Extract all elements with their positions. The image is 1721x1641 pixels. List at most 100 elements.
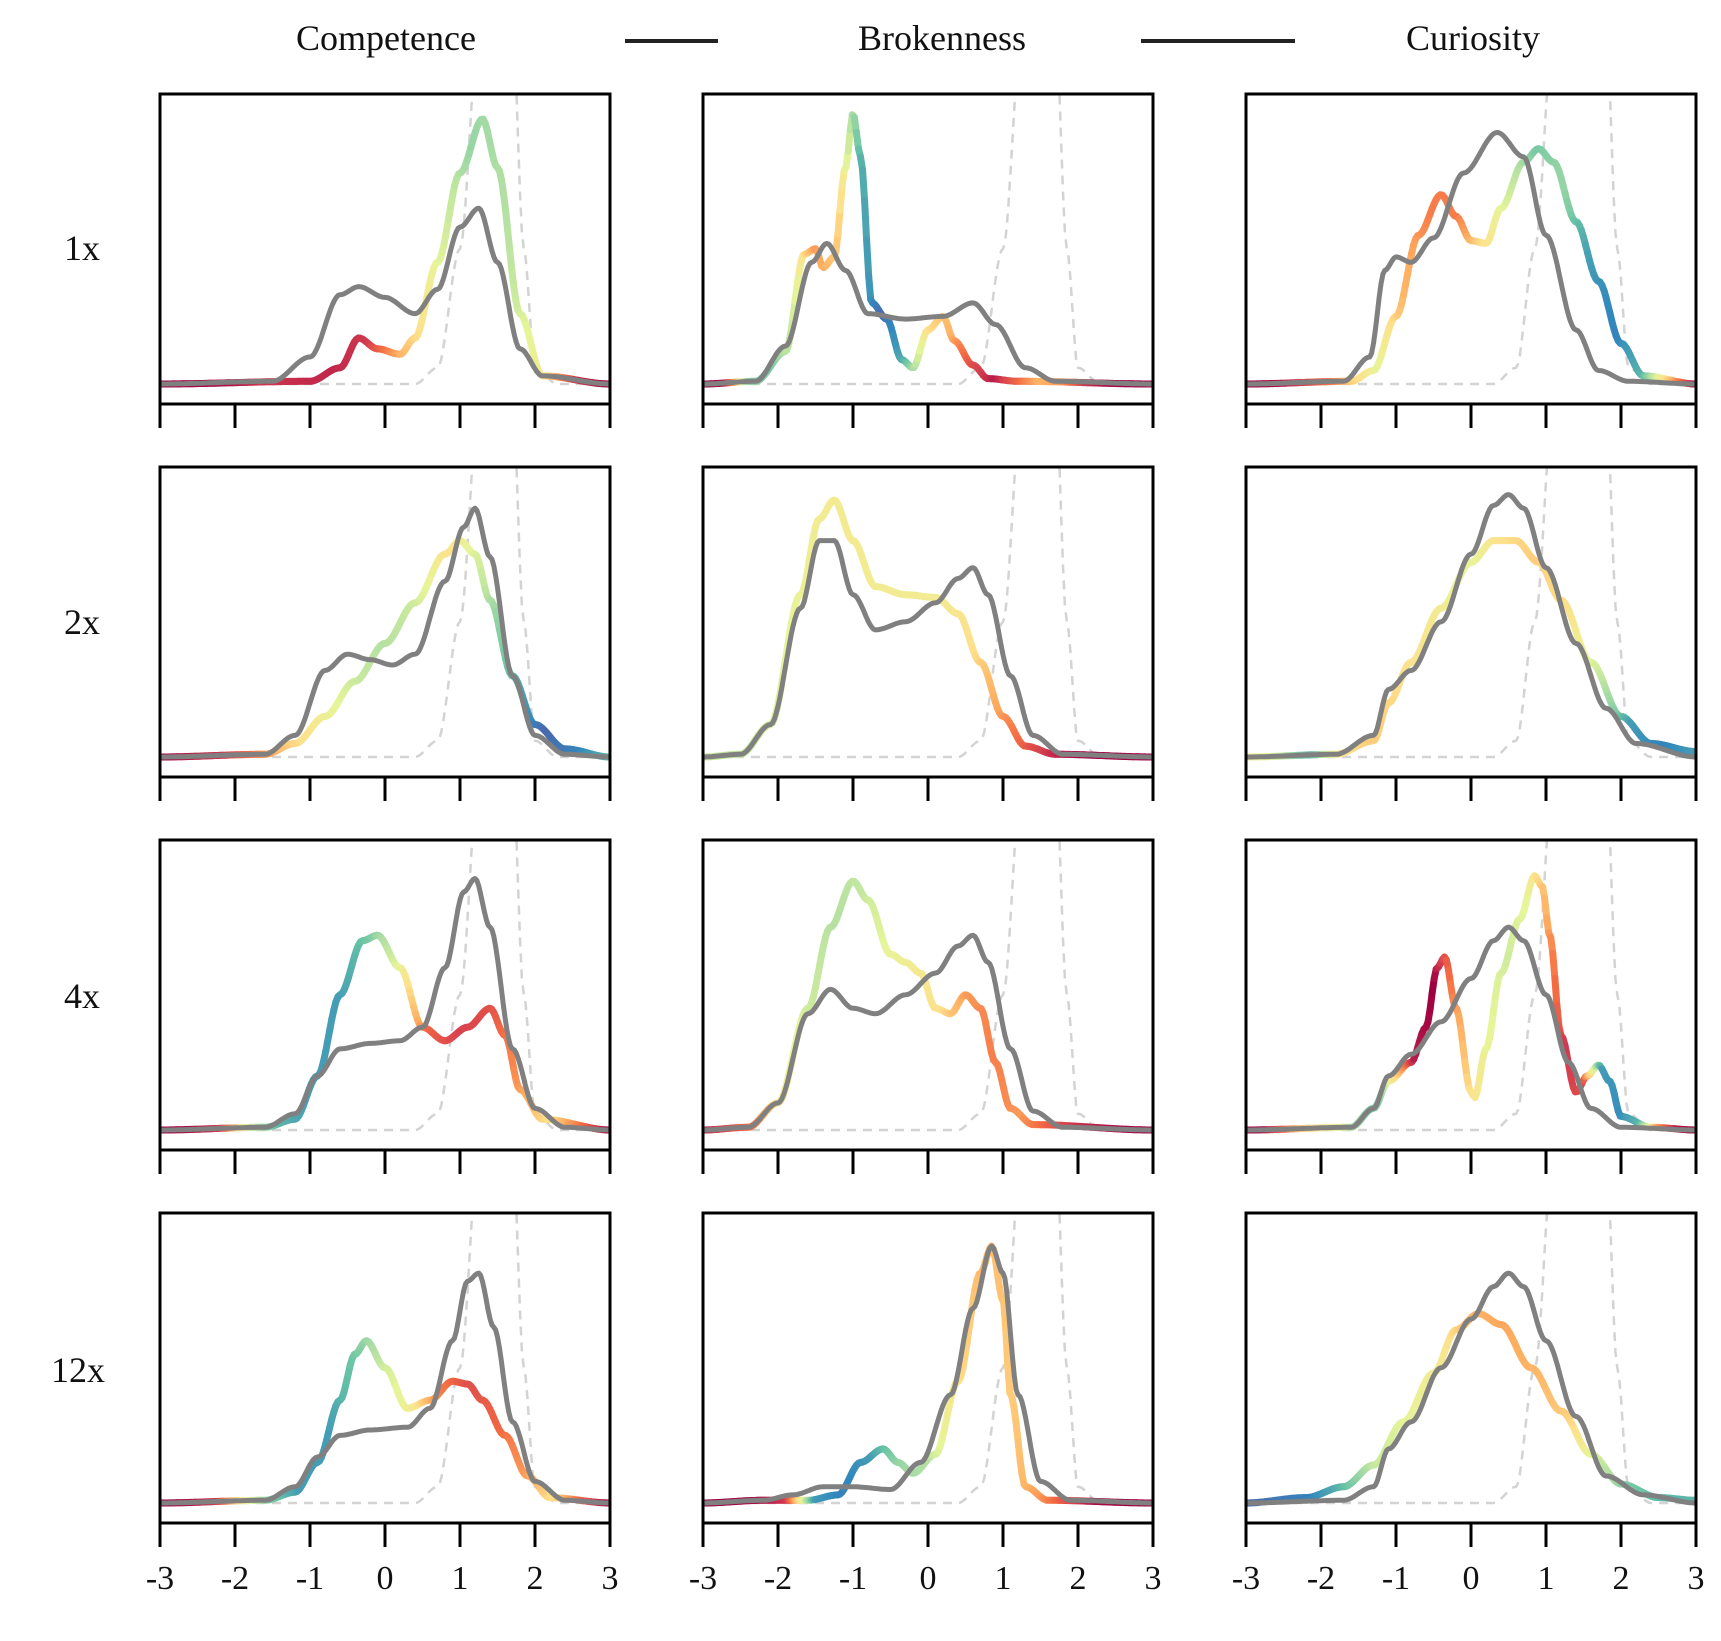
panel-12x-competence [158, 1211, 612, 1547]
dashed-band-curve [1246, 467, 1696, 759]
dashed-band-curve [160, 467, 610, 759]
colored-density-curve [703, 111, 1153, 388]
row-label-12x: 12x [51, 1350, 105, 1390]
legend-label-brokenness: Brokenness [858, 18, 1026, 58]
dashed-band-curve [703, 840, 1153, 1132]
dashed-band-curve [160, 94, 610, 386]
colored-curve-segment [863, 236, 873, 280]
colored-curve-segment [1553, 1001, 1563, 1031]
gray-density-curve [1246, 924, 1696, 1133]
gray-density-curve [703, 240, 1153, 387]
colored-density-curve [703, 1242, 1153, 1507]
plot-area [160, 1213, 610, 1507]
gray-density-curve [1246, 130, 1696, 387]
gray-density-curve [160, 876, 610, 1133]
colored-curve-segment [1000, 1298, 1010, 1333]
dashed-band-curve [1246, 94, 1696, 386]
colored-density-curve [160, 115, 610, 388]
dashed-band-curve [160, 840, 610, 1132]
legend: Competence Brokenness Curiosity [296, 18, 1540, 58]
panel-4x-brokenness [701, 838, 1155, 1174]
panel-12x-curiosity [1244, 1211, 1698, 1547]
panel-1x-brokenness [701, 92, 1155, 428]
row-labels: 1x 2x 4x 12x [51, 228, 105, 1390]
x-tick-label: -1 [839, 1560, 867, 1597]
panel-1x-competence [158, 92, 612, 428]
x-tick-label: -2 [221, 1560, 249, 1597]
colored-curve-segment [859, 166, 869, 205]
colored-curve-segment [844, 126, 854, 155]
colored-density-curve [1246, 145, 1696, 388]
dashed-band-curve [703, 94, 1153, 386]
plot-area [160, 467, 610, 761]
plot-area [703, 467, 1153, 761]
x-tick-labels: -3 -2 -1 0 1 2 3 -3 -2 -1 0 1 2 3 -3 -2 -1 0 1 2 3 [146, 1560, 1705, 1597]
x-tick-label: 1 [452, 1560, 469, 1597]
plot-area [1246, 1213, 1696, 1507]
colored-curve-segment [834, 206, 844, 238]
panel-frame [701, 1211, 1155, 1525]
plot-area [703, 94, 1153, 388]
gray-density-curve [160, 505, 610, 760]
dashed-band-curve [1246, 1213, 1696, 1505]
x-tick-label: 2 [527, 1560, 544, 1597]
gray-density-curve [1246, 1270, 1696, 1506]
row-label-1x: 1x [64, 228, 100, 268]
plot-area [703, 840, 1153, 1134]
x-tick-label: -2 [764, 1560, 792, 1597]
colored-density-curve [160, 537, 610, 761]
colored-density-curve [160, 1337, 610, 1507]
x-tick-label: 3 [1688, 1560, 1705, 1597]
colored-curve-segment [1002, 1325, 1012, 1370]
gray-density-curve [703, 1243, 1153, 1506]
dashed-band-curve [160, 1213, 610, 1505]
dashed-band-curve [703, 467, 1153, 759]
panel-1x-curiosity [1244, 92, 1698, 428]
gray-density-curve [703, 932, 1153, 1133]
x-tick-label: 2 [1613, 1560, 1630, 1597]
panel-frame [1244, 465, 1698, 779]
gray-density-curve [160, 205, 610, 387]
x-tick-label: -3 [1232, 1560, 1260, 1597]
x-tick-label: 0 [920, 1560, 937, 1597]
gray-density-curve [703, 538, 1153, 760]
x-tick-label: 0 [1463, 1560, 1480, 1597]
plot-area [1246, 840, 1696, 1134]
colored-curve-segment [836, 183, 846, 214]
panel-frame [701, 92, 1155, 406]
panel-4x-curiosity [1244, 838, 1698, 1174]
panel-2x-competence [158, 465, 612, 801]
dashed-band-curve [1246, 840, 1696, 1132]
x-tick-label: -3 [146, 1560, 174, 1597]
colored-density-curve [1246, 1310, 1696, 1507]
x-tick-label: 0 [377, 1560, 394, 1597]
panel-2x-brokenness [701, 465, 1155, 801]
x-tick-label: -1 [296, 1560, 324, 1597]
panel-frame [158, 92, 612, 406]
plot-area [1246, 467, 1696, 761]
colored-curve-segment [1004, 1362, 1014, 1397]
x-tick-label: -1 [1382, 1560, 1410, 1597]
plot-area [160, 94, 610, 388]
x-tick-label: -3 [689, 1560, 717, 1597]
panel-4x-competence [158, 838, 612, 1174]
panel-frame [1244, 1211, 1698, 1525]
plot-area [1246, 94, 1696, 388]
colored-curve-segment [1551, 975, 1561, 1009]
colored-curve-segment [861, 197, 871, 244]
x-tick-label: 1 [995, 1560, 1012, 1597]
panel-frame [158, 838, 612, 1152]
legend-label-curiosity: Curiosity [1406, 18, 1540, 58]
colored-curve-segment [865, 272, 875, 303]
plot-area [160, 840, 610, 1134]
x-tick-label: 1 [1538, 1560, 1555, 1597]
x-tick-label: 3 [602, 1560, 619, 1597]
colored-density-curve [1246, 872, 1696, 1134]
plot-area [703, 1213, 1153, 1507]
x-tick-label: 3 [1145, 1560, 1162, 1597]
colored-density-curve [703, 877, 1153, 1134]
colored-curve-segment [1549, 950, 1559, 982]
panel-frame [1244, 838, 1698, 1152]
dashed-band-curve [703, 1213, 1153, 1505]
